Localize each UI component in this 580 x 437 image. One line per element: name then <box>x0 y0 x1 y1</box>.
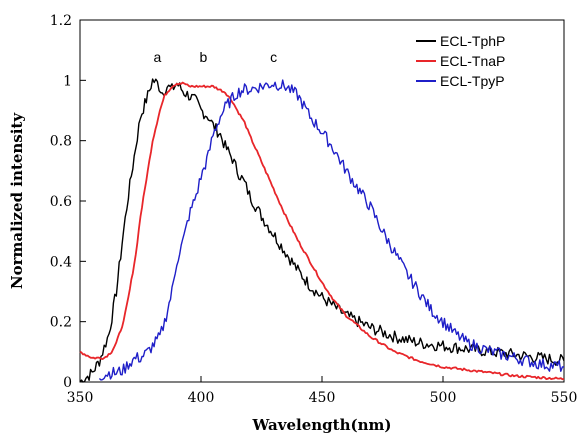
legend-entry: ECL-TphP <box>440 33 505 49</box>
x-tick-label: 500 <box>430 390 457 406</box>
legend-entry: ECL-TpyP <box>440 73 505 89</box>
peak-label: c <box>270 49 277 65</box>
x-axis-ticks: 350 400 450 500 550 <box>67 376 578 406</box>
series-line-ecl-tphp <box>79 78 565 383</box>
legend-entry: ECL-TnaP <box>440 53 505 69</box>
annotation-layer: a b c <box>154 49 278 65</box>
x-axis-title: Wavelength(nm) <box>252 416 392 434</box>
y-tick-label: 0.8 <box>50 134 72 150</box>
y-axis-ticks: 0 0.2 0.4 0.6 0.8 1 1.2 <box>50 13 86 391</box>
y-tick-label: 0.4 <box>50 254 72 270</box>
y-tick-label: 1.2 <box>50 13 72 29</box>
y-tick-label: 0.2 <box>50 315 72 331</box>
x-tick-label: 400 <box>188 390 215 406</box>
y-axis-title: Normalized intensity <box>8 112 26 289</box>
x-tick-label: 350 <box>67 390 94 406</box>
y-tick-label: 0 <box>63 375 72 391</box>
series-line-ecl-tpyp <box>98 79 564 381</box>
y-tick-label: 0.6 <box>50 194 72 210</box>
series-line-ecl-tnap <box>79 81 565 381</box>
peak-label: a <box>154 49 162 65</box>
x-tick-label: 450 <box>309 390 336 406</box>
series-layer <box>79 78 565 383</box>
x-tick-label: 550 <box>551 390 578 406</box>
y-tick-label: 1 <box>63 73 72 89</box>
peak-label: b <box>200 49 208 65</box>
legend: ECL-TphP ECL-TnaP ECL-TpyP <box>416 33 505 89</box>
